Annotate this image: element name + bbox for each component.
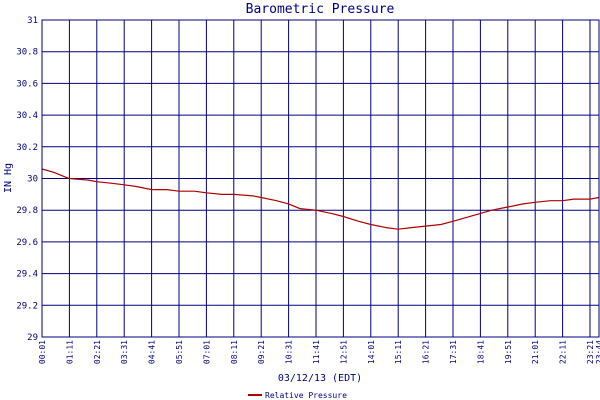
- y-tick-label: 29.6: [16, 238, 38, 248]
- y-tick-label: 30.8: [16, 48, 38, 58]
- plot-frame: [41, 19, 600, 338]
- x-tick-label: 14:01: [367, 340, 376, 364]
- series-line-relative-pressure: [41, 168, 600, 230]
- x-tick-label: 11:41: [312, 340, 321, 364]
- x-tick-label: 15:11: [394, 340, 403, 364]
- x-tick-label: 19:51: [504, 340, 513, 364]
- y-tick-label: 29: [27, 333, 38, 343]
- y-tick-labels: 29 29.2 29.4 29.6 29.8 30 30.2 30.4 30.6 30.8 31: [16, 16, 38, 343]
- x-tick-label: 17:31: [449, 340, 458, 364]
- x-axis-label: 03/12/13 (EDT): [278, 373, 362, 384]
- x-tick-label: 08:11: [230, 340, 239, 364]
- y-tick-label: 29.8: [16, 206, 38, 216]
- y-axis-label: IN Hg: [3, 163, 14, 193]
- y-tick-label: 30.2: [16, 143, 38, 153]
- y-tick-label: 30.4: [16, 111, 38, 121]
- x-tick-label: 09:21: [257, 340, 266, 364]
- x-tick-label: 07:01: [202, 340, 211, 364]
- x-tick-label: 22:11: [559, 340, 568, 364]
- x-tick-label: 03:31: [120, 340, 129, 364]
- x-tick-label: 16:21: [422, 340, 431, 364]
- x-tick-label: 04:41: [148, 340, 157, 364]
- legend: Relative Pressure: [248, 391, 347, 400]
- x-tick-label: 21:01: [531, 340, 540, 364]
- x-tick-label: 00:01: [38, 340, 47, 364]
- y-tick-label: 29.4: [16, 270, 38, 280]
- x-tick-label: 05:51: [175, 340, 184, 364]
- y-tick-label: 31: [27, 16, 38, 26]
- y-tick-label: 29.2: [16, 301, 38, 311]
- y-tick-label: 30.6: [16, 79, 38, 89]
- x-tick-label: 23:44: [595, 340, 600, 364]
- x-tick-label: 18:41: [476, 340, 485, 364]
- x-tick-labels: 00:01 01:11 02:21 03:31 04:41 05:51 07:01 08:11…: [38, 340, 600, 364]
- x-tick-label: 23:21: [586, 340, 595, 364]
- y-tick-label: 30: [27, 175, 38, 185]
- legend-label: Relative Pressure: [265, 391, 347, 400]
- x-tick-label: 01:11: [65, 340, 74, 364]
- chart-title: Barometric Pressure: [246, 2, 395, 17]
- x-tick-label: 10:31: [285, 340, 294, 364]
- x-tick-label: 02:21: [93, 340, 102, 364]
- x-tick-label: 12:51: [339, 340, 348, 364]
